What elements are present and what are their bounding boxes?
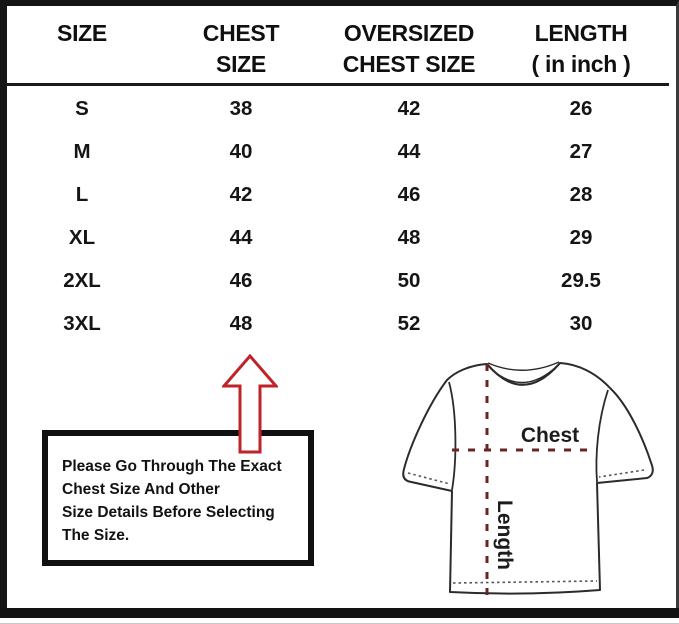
header-length-line1: LENGTH — [534, 20, 628, 46]
table-row: 3XL 48 52 30 — [7, 302, 669, 345]
up-arrow-icon — [222, 354, 278, 454]
size-cell: M — [73, 139, 91, 163]
table-header: SIZE CHEST SIZE OVERSIZED CHEST SIZE LEN… — [7, 6, 669, 83]
oversized-cell: 42 — [397, 96, 421, 120]
left-sleeve-stitch — [407, 472, 451, 485]
header-chest-line2: SIZE — [216, 51, 266, 77]
table-row: M 40 44 27 — [7, 130, 669, 173]
header-oversized-chest-size: OVERSIZED CHEST SIZE — [325, 6, 493, 83]
left-sleeve-seam — [448, 381, 457, 491]
size-cell: 3XL — [63, 311, 101, 335]
size-table: S 38 42 26 M 40 44 27 L 42 46 28 XL 44 4… — [7, 87, 669, 345]
size-cell: S — [75, 96, 89, 120]
bottom-hem-stitch — [452, 580, 598, 584]
header-oversized-line2: CHEST SIZE — [342, 51, 476, 77]
header-divider-line — [7, 83, 669, 86]
table-row: 2XL 46 50 29.5 — [7, 259, 669, 302]
collar-back — [487, 361, 560, 371]
chest-cell: 46 — [229, 268, 253, 292]
header-size-line1: SIZE — [57, 20, 107, 46]
chest-label: Chest — [521, 424, 579, 447]
size-cell: XL — [68, 225, 96, 249]
header-chest-line1: CHEST — [202, 20, 280, 46]
length-cell: 27 — [569, 139, 593, 163]
notice-line: Chest Size And Other — [62, 481, 220, 498]
header-chest-size: CHEST SIZE — [157, 6, 325, 83]
tshirt-outline — [402, 362, 654, 595]
length-cell: 29.5 — [561, 268, 601, 292]
oversized-cell: 48 — [397, 225, 421, 249]
size-cell: 2XL — [63, 268, 101, 292]
bottom-edge-strip — [0, 618, 679, 624]
oversized-cell: 46 — [397, 182, 421, 206]
chest-cell: 40 — [229, 139, 253, 163]
table-row: L 42 46 28 — [7, 173, 669, 216]
notice-box: Please Go Through The Exact Chest Size A… — [42, 430, 314, 566]
notice-line: The Size. — [62, 527, 130, 544]
oversized-cell: 50 — [397, 268, 421, 292]
header-size: SIZE — [7, 6, 157, 83]
chest-cell: 38 — [229, 96, 253, 120]
length-cell: 30 — [569, 311, 593, 335]
right-sleeve-seam — [595, 389, 609, 483]
outer-frame — [0, 0, 679, 610]
notice-line: Size Details Before Selecting — [62, 504, 275, 521]
collar-opening — [486, 362, 561, 386]
chest-cell: 42 — [229, 182, 253, 206]
table-row: XL 44 48 29 — [7, 216, 669, 259]
oversized-cell: 44 — [397, 139, 421, 163]
chest-cell: 44 — [229, 225, 253, 249]
oversized-cell: 52 — [397, 311, 421, 335]
length-cell: 26 — [569, 96, 593, 120]
length-cell: 29 — [569, 225, 593, 249]
notice-line: Please Go Through The Exact — [62, 458, 282, 475]
table-row: S 38 42 26 — [7, 87, 669, 130]
length-cell: 28 — [569, 182, 593, 206]
header-oversized-line1: OVERSIZED — [343, 20, 475, 46]
length-label: Length — [493, 500, 516, 570]
notice-text: Please Go Through The Exact Chest Size A… — [48, 436, 308, 547]
header-length: LENGTH ( in inch ) — [493, 6, 669, 83]
right-sleeve-stitch — [598, 469, 645, 478]
chest-cell: 48 — [229, 311, 253, 335]
header-length-line2: ( in inch ) — [531, 51, 631, 77]
tshirt-diagram: Chest Length — [402, 361, 654, 595]
bottom-border-band — [0, 608, 679, 618]
size-cell: L — [75, 182, 89, 206]
